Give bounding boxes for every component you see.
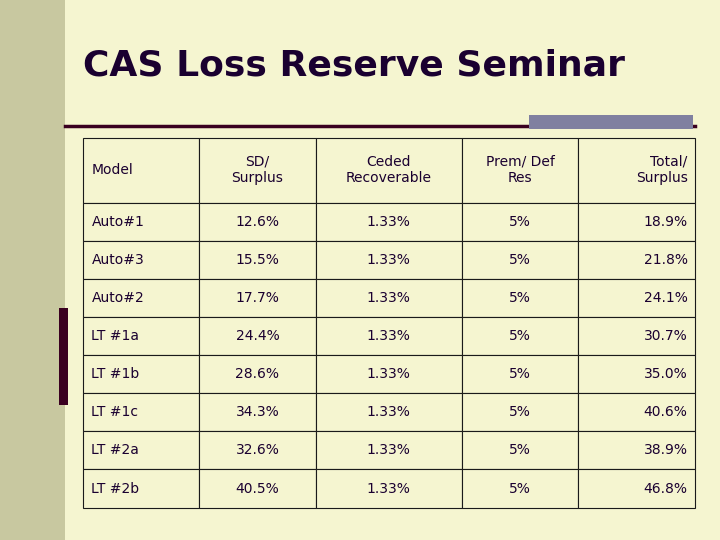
Text: 1.33%: 1.33% [367, 329, 410, 343]
Text: 5%: 5% [509, 482, 531, 496]
Text: 18.9%: 18.9% [644, 214, 688, 228]
Text: 1.33%: 1.33% [367, 367, 410, 381]
Text: 5%: 5% [509, 405, 531, 419]
Text: 40.6%: 40.6% [644, 405, 688, 419]
Text: 1.33%: 1.33% [367, 214, 410, 228]
Text: LT #2a: LT #2a [91, 443, 139, 457]
Text: 30.7%: 30.7% [644, 329, 688, 343]
Text: Model: Model [91, 163, 133, 177]
Text: LT #1a: LT #1a [91, 329, 140, 343]
Text: 1.33%: 1.33% [367, 405, 410, 419]
Text: 5%: 5% [509, 443, 531, 457]
Text: 35.0%: 35.0% [644, 367, 688, 381]
Text: Prem/ Def
Res: Prem/ Def Res [486, 155, 554, 185]
Text: 5%: 5% [509, 291, 531, 305]
Text: 1.33%: 1.33% [367, 482, 410, 496]
Text: 32.6%: 32.6% [235, 443, 279, 457]
Text: SD/
Surplus: SD/ Surplus [232, 155, 284, 185]
Text: 1.33%: 1.33% [367, 253, 410, 267]
Text: 17.7%: 17.7% [235, 291, 279, 305]
Text: Auto#1: Auto#1 [91, 214, 144, 228]
Text: CAS Loss Reserve Seminar: CAS Loss Reserve Seminar [83, 49, 625, 83]
Text: 46.8%: 46.8% [644, 482, 688, 496]
Text: 38.9%: 38.9% [644, 443, 688, 457]
Text: 24.1%: 24.1% [644, 291, 688, 305]
Text: LT #1b: LT #1b [91, 367, 140, 381]
Text: Ceded
Recoverable: Ceded Recoverable [346, 155, 432, 185]
Text: 12.6%: 12.6% [235, 214, 279, 228]
Text: Total/
Surplus: Total/ Surplus [636, 155, 688, 185]
Text: 1.33%: 1.33% [367, 443, 410, 457]
Text: 5%: 5% [509, 214, 531, 228]
Text: LT #1c: LT #1c [91, 405, 138, 419]
Text: 5%: 5% [509, 329, 531, 343]
Text: LT #2b: LT #2b [91, 482, 140, 496]
Text: 15.5%: 15.5% [235, 253, 279, 267]
Text: 28.6%: 28.6% [235, 367, 279, 381]
Text: 1.33%: 1.33% [367, 291, 410, 305]
Text: 5%: 5% [509, 253, 531, 267]
Text: 24.4%: 24.4% [235, 329, 279, 343]
Text: 34.3%: 34.3% [235, 405, 279, 419]
Text: Auto#2: Auto#2 [91, 291, 144, 305]
Text: 40.5%: 40.5% [235, 482, 279, 496]
Text: 5%: 5% [509, 367, 531, 381]
Text: Auto#3: Auto#3 [91, 253, 144, 267]
Text: 21.8%: 21.8% [644, 253, 688, 267]
